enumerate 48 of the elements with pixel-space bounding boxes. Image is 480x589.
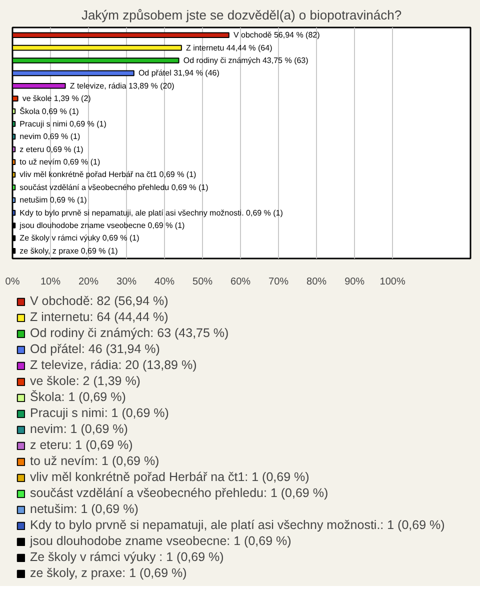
legend-label: Škola: 1 (0,69 %) xyxy=(30,390,126,404)
category-label: z eteru 0,69 % (1) xyxy=(20,144,84,154)
category-label: Od přátel 31,94 % (46) xyxy=(138,68,220,78)
legend-label: Od rodiny či známých: 63 (43,75 %) xyxy=(30,326,229,340)
legend-label: Od přátel: 46 (31,94 %) xyxy=(30,342,160,356)
category-label: Pracuji s nimi 0,69 % (1) xyxy=(20,119,106,128)
chart-title: Jakým způsobem jste se dozvěděl(a) o biopotravinách? xyxy=(81,8,402,22)
category-label: Ze školy v rámci výuky 0,69 % (1) xyxy=(20,234,140,243)
category-label: Z internetu 44,44 % (64) xyxy=(186,43,272,52)
legend-label: součást vzdělání a všeobecného přehledu: 1 (0,69 %) xyxy=(30,486,328,500)
x-tick-label: 90% xyxy=(344,276,365,288)
x-tick-label: 0% xyxy=(5,276,20,288)
category-label: to už nevím 0,69 % (1) xyxy=(20,158,100,167)
category-label: ze školy, z praxe 0,69 % (1) xyxy=(20,246,118,256)
legend-label: Z televize, rádia: 20 (13,89 %) xyxy=(30,358,197,372)
legend-label: Kdy to bylo prvně si nepamatuji, ale platí asi všechny možnosti.: 1 (0,69 %) xyxy=(30,518,445,532)
legend-label: V obchodě: 82 (56,94 %) xyxy=(30,294,168,308)
category-label: součást vzdělání a všeobecného přehledu 0,69 % (1) xyxy=(20,182,208,192)
x-tick-label: 20% xyxy=(78,276,99,288)
category-label: Škola 0,69 % (1) xyxy=(20,106,79,116)
x-tick-label: 60% xyxy=(230,276,251,288)
legend-label: Ze školy v rámci výuky : 1 (0,69 %) xyxy=(30,550,224,564)
legend-label: vliv měl konkrétně pořad Herbář na čt1: 1 (0,69 %) xyxy=(30,470,310,484)
legend-label: jsou dlouhodobe zname vseobecne: 1 (0,69 %) xyxy=(30,534,292,548)
legend-label: Z internetu: 64 (44,44 %) xyxy=(30,310,168,324)
category-label: V obchodě 56,94 % (82) xyxy=(233,30,320,40)
legend-label: z eteru: 1 (0,69 %) xyxy=(30,438,133,452)
legend-label: to už nevím: 1 (0,69 %) xyxy=(30,454,160,468)
category-label: Kdy to bylo prvně si nepamatuji, ale platí asi všechny možnosti. 0,69 % (1) xyxy=(20,208,283,218)
x-tick-label: 10% xyxy=(40,276,61,288)
category-label: jsou dlouhodobe zname vseobecne 0,69 % (1) xyxy=(20,221,185,230)
legend-label: ze školy, z praxe: 1 (0,69 %) xyxy=(30,566,187,580)
legend-label: Pracuji s nimi: 1 (0,69 %) xyxy=(30,406,169,420)
legend-label: nevim: 1 (0,69 %) xyxy=(30,422,128,436)
category-label: Od rodiny či známých 43,75 % (63) xyxy=(183,56,308,65)
legend-label: netušim: 1 (0,69 %) xyxy=(30,502,138,516)
category-label: vliv měl konkrétně pořad Herbář na čt1 0,69 % (1) xyxy=(20,170,196,180)
x-tick-label: 80% xyxy=(306,276,327,288)
category-label: nevim 0,69 % (1) xyxy=(20,132,80,142)
category-label: netušim 0,69 % (1) xyxy=(20,196,87,205)
x-tick-label: 30% xyxy=(116,276,137,288)
x-tick-label: 50% xyxy=(192,276,213,288)
category-label: Z televize, rádia 13,89 % (20) xyxy=(70,81,174,90)
x-tick-label: 100% xyxy=(380,276,406,288)
legend-label: ve škole: 2 (1,39 %) xyxy=(30,374,140,388)
category-label: ve škole 1,39 % (2) xyxy=(22,94,91,104)
x-tick-label: 70% xyxy=(268,276,289,288)
x-tick-label: 40% xyxy=(154,276,175,288)
